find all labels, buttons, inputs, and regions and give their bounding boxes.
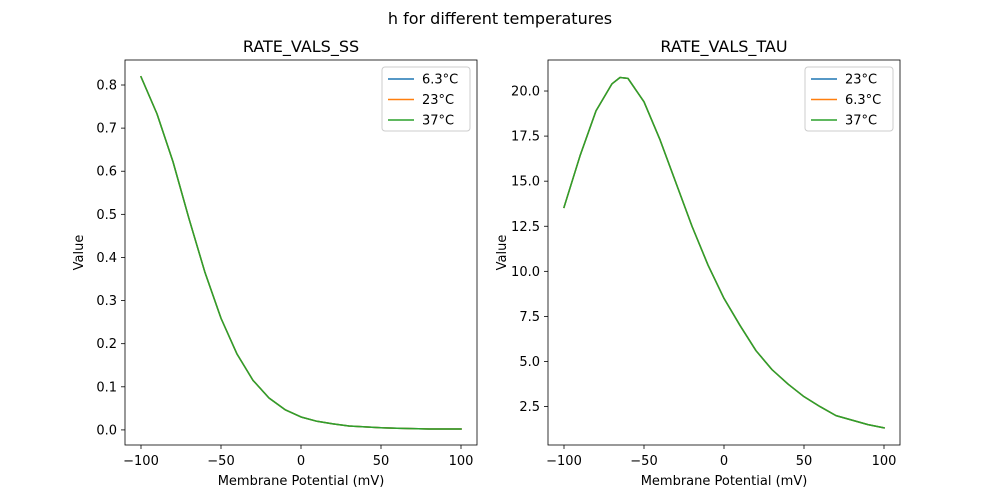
- tau-chart: RATE_VALS_TAU −100 −50 0 50 100 2.5 5.0 7.5 10.0 1…: [495, 37, 901, 489]
- ss-chart: RATE_VALS_SS −100 −50 0 50 100 0.0 0.1 0.2 0.3 0.4…: [72, 37, 478, 489]
- y-tick-label: 0.7: [96, 122, 117, 137]
- y-tick-label: 2.5: [519, 400, 540, 415]
- x-tick-label: −50: [207, 454, 234, 469]
- x-axis-label: Membrane Potential (mV): [218, 474, 385, 489]
- figure-title: h for different temperatures: [388, 9, 612, 28]
- legend: 6.3°C 23°C 37°C: [381, 66, 471, 132]
- legend-label-0: 6.3°C: [422, 73, 458, 88]
- y-tick-label: 0.4: [96, 251, 117, 266]
- y-tick-label: 0.1: [96, 380, 117, 395]
- legend-label-1: 6.3°C: [845, 93, 881, 108]
- y-tick-label: 0.0: [96, 423, 117, 438]
- legend-label-2: 37°C: [422, 114, 454, 129]
- series-line-2: [140, 75, 462, 430]
- legend-box: [804, 66, 894, 132]
- legend-label-1: 23°C: [422, 93, 454, 108]
- y-tick-label: 0.6: [96, 165, 117, 180]
- y-tick-label: 10.0: [511, 265, 540, 280]
- x-tick-label: 50: [373, 454, 390, 469]
- y-tick-label: 0.3: [96, 294, 117, 309]
- y-tick-label: 15.0: [511, 175, 540, 190]
- y-tick-label: 0.5: [96, 208, 117, 223]
- legend-box: [381, 66, 471, 132]
- chart-title: RATE_VALS_SS: [243, 37, 359, 57]
- y-axis-label: Value: [72, 235, 87, 271]
- legend-label-2: 37°C: [845, 114, 877, 129]
- x-tick-label: −100: [123, 454, 159, 469]
- y-tick-label: 20.0: [511, 85, 540, 100]
- y-tick-label: 0.8: [96, 79, 117, 94]
- y-tick-label: 0.2: [96, 337, 117, 352]
- y-axis-label: Value: [495, 235, 510, 271]
- series-line-2: [563, 76, 885, 429]
- x-tick-label: 50: [796, 454, 813, 469]
- y-tick-label: 17.5: [511, 130, 540, 145]
- y-tick-label: 7.5: [519, 310, 540, 325]
- chart-title: RATE_VALS_TAU: [660, 37, 787, 57]
- x-tick-label: 100: [872, 454, 897, 469]
- legend-label-0: 23°C: [845, 73, 877, 88]
- x-tick-label: −100: [546, 454, 582, 469]
- x-tick-label: 100: [449, 454, 474, 469]
- x-tick-label: −50: [630, 454, 657, 469]
- x-tick-label: 0: [297, 454, 305, 469]
- y-tick-label: 12.5: [511, 220, 540, 235]
- x-tick-label: 0: [720, 454, 728, 469]
- x-axis-label: Membrane Potential (mV): [641, 474, 808, 489]
- legend: 23°C 6.3°C 37°C: [804, 66, 894, 132]
- y-tick-label: 5.0: [519, 355, 540, 370]
